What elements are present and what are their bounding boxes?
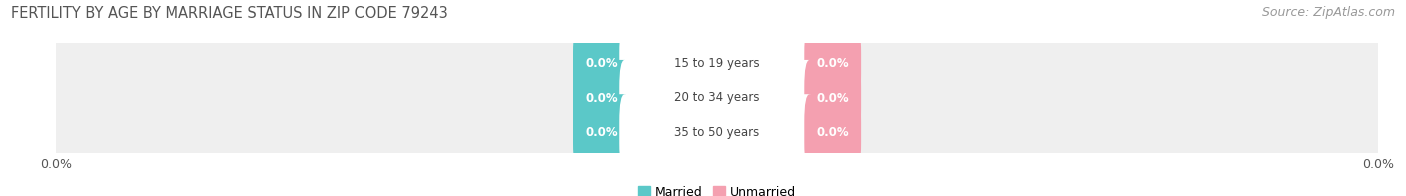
Text: 0.0%: 0.0%	[585, 57, 617, 70]
Text: 0.0%: 0.0%	[817, 126, 849, 139]
Text: 20 to 34 years: 20 to 34 years	[675, 92, 759, 104]
FancyBboxPatch shape	[619, 94, 815, 170]
FancyBboxPatch shape	[619, 26, 815, 102]
FancyBboxPatch shape	[804, 94, 860, 170]
FancyBboxPatch shape	[51, 26, 1384, 102]
Text: 0.0%: 0.0%	[817, 92, 849, 104]
Text: 0.0%: 0.0%	[585, 126, 617, 139]
Text: Source: ZipAtlas.com: Source: ZipAtlas.com	[1261, 6, 1395, 19]
Text: FERTILITY BY AGE BY MARRIAGE STATUS IN ZIP CODE 79243: FERTILITY BY AGE BY MARRIAGE STATUS IN Z…	[11, 6, 449, 21]
Text: 15 to 19 years: 15 to 19 years	[675, 57, 759, 70]
Text: 0.0%: 0.0%	[585, 92, 617, 104]
FancyBboxPatch shape	[619, 60, 815, 136]
FancyBboxPatch shape	[804, 26, 860, 102]
FancyBboxPatch shape	[574, 60, 630, 136]
Legend: Married, Unmarried: Married, Unmarried	[633, 181, 801, 196]
FancyBboxPatch shape	[51, 94, 1384, 170]
Text: 35 to 50 years: 35 to 50 years	[675, 126, 759, 139]
FancyBboxPatch shape	[574, 26, 630, 102]
FancyBboxPatch shape	[51, 60, 1384, 136]
FancyBboxPatch shape	[574, 94, 630, 170]
FancyBboxPatch shape	[804, 60, 860, 136]
Text: 0.0%: 0.0%	[817, 57, 849, 70]
